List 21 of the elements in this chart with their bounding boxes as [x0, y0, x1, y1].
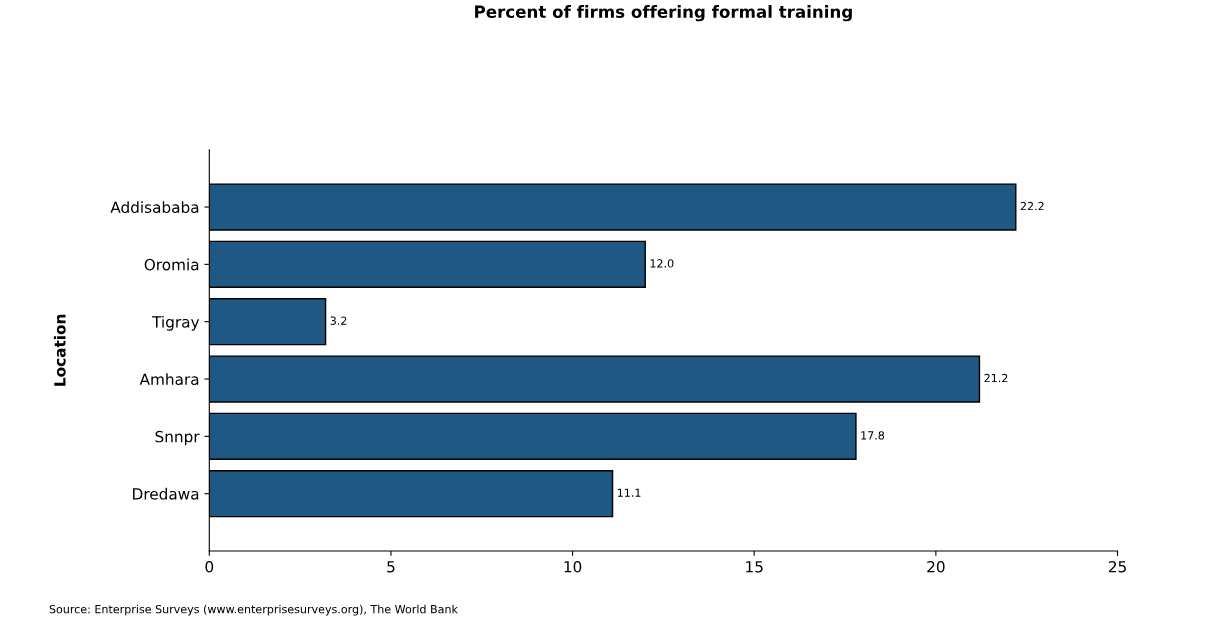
- chart-title: Percent of firms offering formal training: [475, 5, 852, 22]
- x-tick-label: 15: [746, 561, 763, 573]
- x-tick-label: 0: [205, 561, 214, 573]
- x-tick-label: 5: [387, 561, 395, 573]
- data-label: 21.2: [984, 373, 1008, 383]
- data-label: 22.2: [1020, 201, 1044, 211]
- x-tick-label: 10: [564, 561, 582, 573]
- data-label: 17.8: [861, 431, 885, 440]
- source-note: Source: Enterprise Surveys (www.enterprisesurveys.org), The World Bank: [49, 604, 458, 616]
- data-label: 3.2: [330, 316, 347, 325]
- x-tick-label: 25: [1108, 561, 1126, 573]
- y-tick-label: Tigray: [152, 315, 200, 331]
- x-tick-label: 20: [927, 561, 945, 573]
- data-label: 11.1: [617, 488, 641, 497]
- y-tick-label: Amhara: [139, 373, 199, 386]
- y-tick-label: Dredawa: [133, 487, 199, 500]
- data-label: 12.0: [650, 259, 674, 268]
- y-tick-label: Oromia: [144, 258, 199, 271]
- y-tick-label: Snnpr: [155, 430, 200, 446]
- y-axis-title: Location: [53, 314, 66, 386]
- y-tick-label: Addisababa: [110, 201, 199, 214]
